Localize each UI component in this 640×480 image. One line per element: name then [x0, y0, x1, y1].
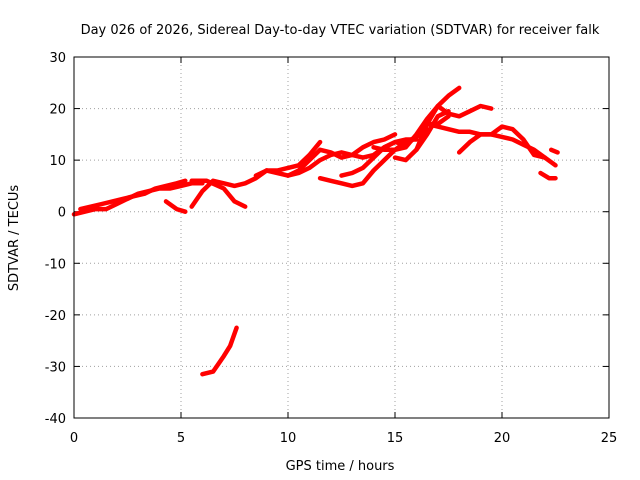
series-line-arc-3: [163, 199, 188, 214]
y-tick-label: 0: [58, 206, 66, 221]
series-line-arc-9: [264, 139, 323, 173]
series-line-arc-8: [285, 132, 398, 178]
x-axis-label: GPS time / hours: [286, 459, 395, 474]
series-line-arc-4: [189, 168, 269, 209]
y-tick-label: -40: [45, 412, 66, 427]
grid: [74, 57, 609, 418]
y-tick-label: 30: [49, 51, 66, 66]
x-tick-labels: 0 5 10 15 20 25: [70, 431, 617, 446]
y-tick-labels: -40 -30 -20 -10 0 10 20 30: [45, 51, 66, 427]
series-line-arc-14: [414, 103, 494, 153]
chart-title: Day 026 of 2026, Sidereal Day-to-day VTE…: [81, 23, 600, 38]
x-tick-label: 20: [494, 431, 511, 446]
x-tick-label: 25: [601, 431, 618, 446]
x-tick-label: 5: [177, 431, 185, 446]
series-line-arc-5: [189, 178, 248, 209]
y-tick-label: -10: [45, 257, 66, 272]
plot-frame: [73, 56, 610, 419]
series-line-arc-13: [371, 85, 462, 153]
series-line-arc-17: [538, 170, 558, 181]
y-axis-label: SDTVAR / TECUs: [7, 185, 22, 292]
series-line-arc-16: [456, 124, 548, 160]
y-tick-label: -30: [45, 360, 66, 375]
series-line-arc-18: [548, 147, 560, 155]
series-group: [71, 85, 560, 377]
x-tick-label: 0: [70, 431, 78, 446]
x-tick-label: 15: [387, 431, 404, 446]
x-tick-label: 10: [280, 431, 297, 446]
y-tick-label: -20: [45, 309, 66, 324]
series-line-arc-6: [200, 325, 239, 377]
y-tick-label: 10: [49, 154, 66, 169]
y-tick-label: 20: [49, 103, 66, 118]
series-line-arc-2: [78, 178, 188, 212]
